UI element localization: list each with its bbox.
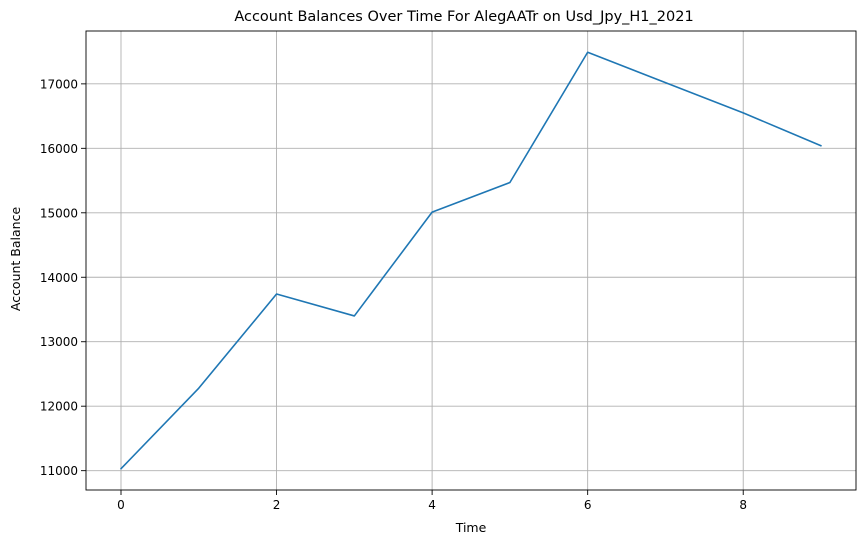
data-point — [665, 82, 667, 84]
x-tick-label: 0 — [117, 498, 125, 512]
y-tick-label: 16000 — [40, 142, 78, 156]
y-tick-label: 13000 — [40, 335, 78, 349]
axes-frame — [85, 30, 857, 491]
y-tick-label: 12000 — [40, 400, 78, 414]
x-tick-label: 4 — [428, 498, 436, 512]
data-point — [120, 468, 122, 470]
data-point — [431, 211, 433, 213]
y-tick-label: 11000 — [40, 464, 78, 478]
y-axis-label: Account Balance — [8, 207, 23, 312]
data-point — [276, 293, 278, 295]
grid — [86, 31, 856, 490]
y-tick-label: 17000 — [40, 77, 78, 91]
ticks: 0 2 4 6 8 11000 12000 13000 14000 15000 16000 17000 — [40, 77, 747, 512]
x-tick-label: 8 — [739, 498, 747, 512]
data-point — [354, 315, 356, 317]
x-tick-label: 6 — [584, 498, 592, 512]
y-tick-label: 14000 — [40, 271, 78, 285]
x-axis-label: Time — [455, 520, 487, 535]
y-tick-label: 15000 — [40, 206, 78, 220]
data-point — [509, 182, 511, 184]
data-point — [587, 51, 589, 53]
data-point — [742, 112, 744, 114]
chart-title: Account Balances Over Time For AlegAATr … — [234, 9, 693, 25]
x-tick-label: 2 — [273, 498, 281, 512]
series-line — [120, 51, 822, 470]
data-point — [820, 145, 822, 147]
data-point — [198, 387, 200, 389]
series-layer — [120, 51, 822, 470]
